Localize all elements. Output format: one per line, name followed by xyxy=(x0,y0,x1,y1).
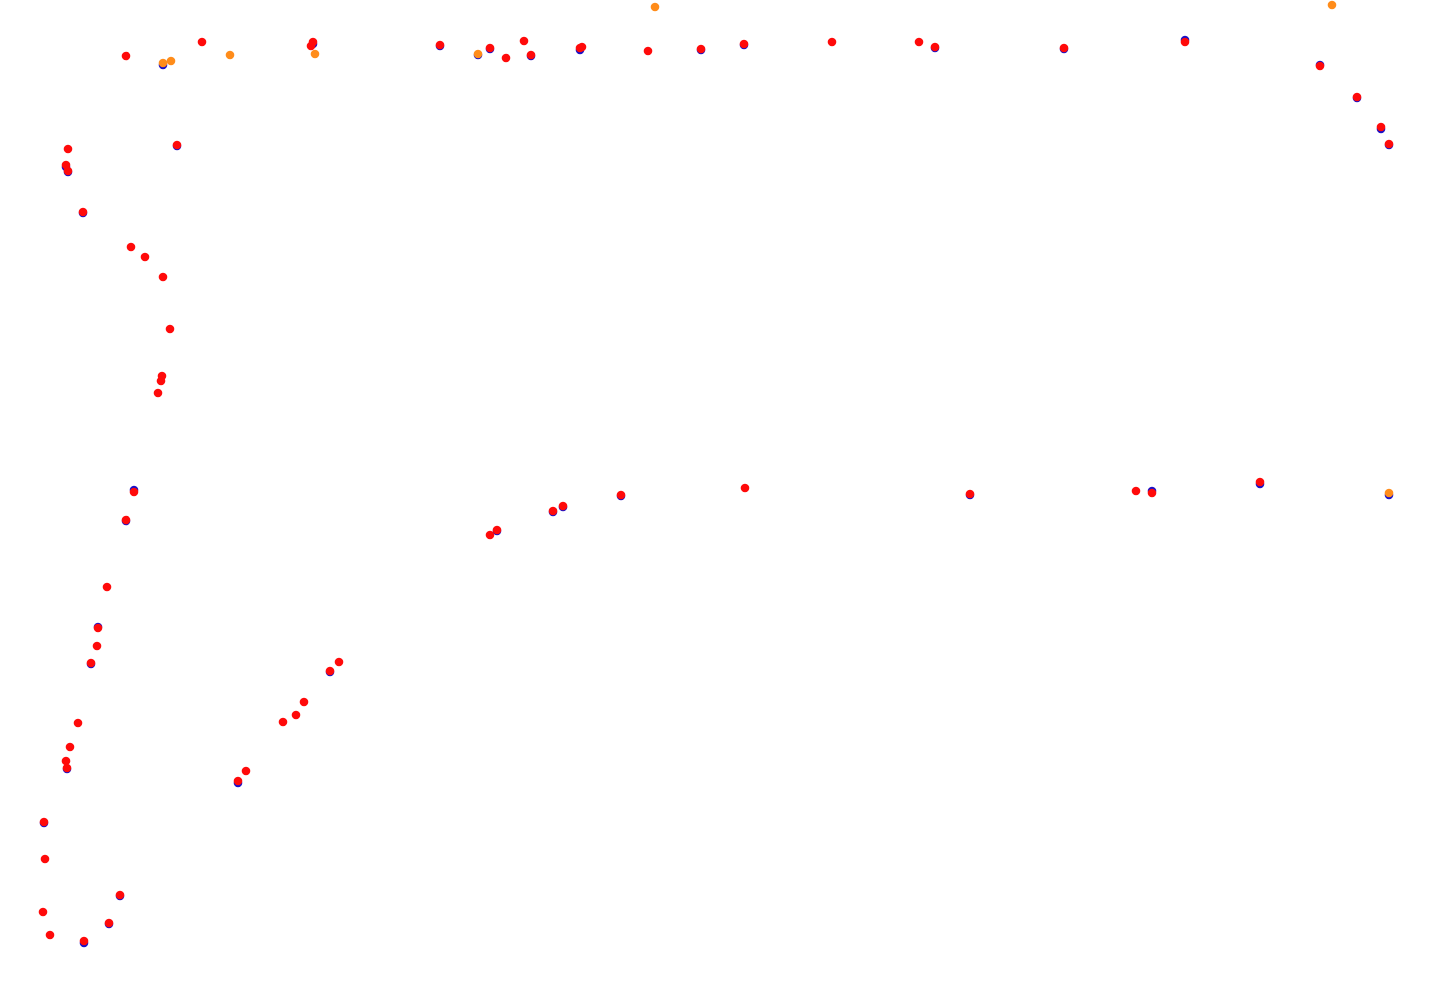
point xyxy=(739,39,749,49)
point xyxy=(485,530,495,540)
point xyxy=(40,854,50,864)
point xyxy=(616,490,626,500)
point xyxy=(548,506,558,516)
point xyxy=(930,42,940,52)
point xyxy=(308,37,318,47)
point xyxy=(61,756,71,766)
point xyxy=(1059,43,1069,53)
point xyxy=(104,918,114,928)
point xyxy=(86,658,96,668)
point xyxy=(78,207,88,217)
point xyxy=(45,930,55,940)
point xyxy=(126,242,136,252)
point xyxy=(158,272,168,282)
point xyxy=(526,50,536,60)
point xyxy=(519,36,529,46)
point xyxy=(63,166,73,176)
point xyxy=(158,58,168,68)
point xyxy=(1315,61,1325,71)
point xyxy=(121,51,131,61)
point xyxy=(827,37,837,47)
point xyxy=(102,582,112,592)
point xyxy=(310,49,320,59)
point xyxy=(1384,139,1394,149)
point xyxy=(79,936,89,946)
point xyxy=(1255,477,1265,487)
point xyxy=(1180,37,1190,47)
point xyxy=(39,817,49,827)
point xyxy=(225,50,235,60)
point xyxy=(140,252,150,262)
point xyxy=(501,53,511,63)
point xyxy=(73,718,83,728)
point xyxy=(643,46,653,56)
point xyxy=(473,49,483,59)
point xyxy=(121,515,131,525)
point xyxy=(492,525,502,535)
point xyxy=(1131,486,1141,496)
point xyxy=(62,763,72,773)
point xyxy=(1376,122,1386,132)
point xyxy=(485,43,495,53)
point xyxy=(129,487,139,497)
point xyxy=(914,37,924,47)
point xyxy=(156,376,166,386)
point xyxy=(241,766,251,776)
point xyxy=(165,324,175,334)
point xyxy=(696,44,706,54)
point xyxy=(233,776,243,786)
point xyxy=(435,40,445,50)
point xyxy=(38,907,48,917)
point xyxy=(299,697,309,707)
point xyxy=(334,657,344,667)
point xyxy=(172,140,182,150)
point xyxy=(93,623,103,633)
point xyxy=(278,717,288,727)
point xyxy=(1147,488,1157,498)
point xyxy=(577,42,587,52)
point xyxy=(63,144,73,154)
point xyxy=(650,2,660,12)
point xyxy=(740,483,750,493)
point xyxy=(1352,92,1362,102)
point xyxy=(291,710,301,720)
point xyxy=(1384,488,1394,498)
point xyxy=(325,666,335,676)
point xyxy=(1327,0,1337,10)
point xyxy=(92,641,102,651)
point xyxy=(558,501,568,511)
point xyxy=(65,742,75,752)
point xyxy=(166,56,176,66)
point xyxy=(115,890,125,900)
point xyxy=(197,37,207,47)
point xyxy=(965,489,975,499)
point xyxy=(153,388,163,398)
